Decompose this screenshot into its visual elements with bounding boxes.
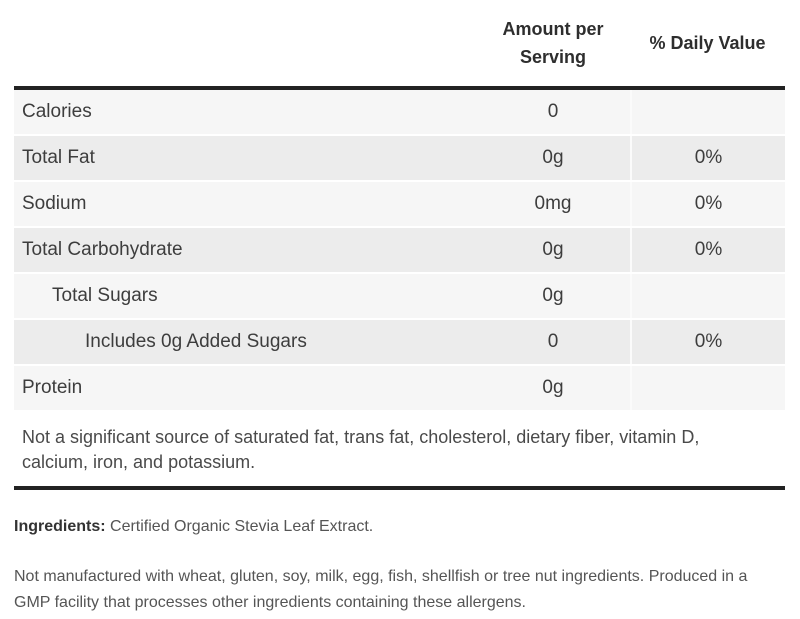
column-header-daily-value: % Daily Value bbox=[649, 32, 766, 53]
allergen-line2: GMP facility that processes other ingred… bbox=[14, 594, 526, 611]
table-row-total-carbohydrate: Total Carbohydrate 0g 0% bbox=[14, 228, 785, 272]
nutrition-facts-table: Amount per Serving % Daily Value Calorie… bbox=[14, 0, 785, 490]
nutrient-daily-value bbox=[630, 274, 785, 318]
nutrient-daily-value: 0% bbox=[630, 182, 785, 226]
allergen-statement: Not manufactured with wheat, gluten, soy… bbox=[14, 564, 790, 616]
nutrient-daily-value: 0% bbox=[630, 320, 785, 364]
nutrient-daily-value: 0% bbox=[630, 136, 785, 180]
nutrient-daily-value bbox=[630, 366, 785, 410]
ingredients-label: Ingredients: bbox=[14, 518, 106, 535]
nutrient-label: Total Fat bbox=[22, 147, 95, 168]
nutrient-amount: 0g bbox=[542, 285, 564, 306]
nutrient-amount: 0g bbox=[542, 239, 564, 260]
not-significant-source-note: Not a significant source of saturated fa… bbox=[14, 412, 785, 486]
nutrient-label: Total Sugars bbox=[52, 285, 158, 306]
table-row-protein: Protein 0g bbox=[14, 366, 785, 410]
nutrient-amount: 0 bbox=[547, 101, 559, 122]
nutrient-amount: 0g bbox=[542, 147, 564, 168]
table-header-row: Amount per Serving % Daily Value bbox=[14, 0, 785, 86]
nutrient-daily-value: 0% bbox=[630, 228, 785, 272]
table-row-total-fat: Total Fat 0g 0% bbox=[14, 136, 785, 180]
nutrient-amount: 0g bbox=[542, 377, 564, 398]
nutrient-amount: 0mg bbox=[534, 193, 572, 214]
footnote-line1: Not a significant source of saturated fa… bbox=[22, 427, 700, 447]
table-body: Calories 0 Total Fat 0g 0% Sodium 0mg 0%… bbox=[14, 86, 785, 490]
amount-header-line2: Serving bbox=[519, 47, 587, 67]
footnote-line2: calcium, iron, and potassium. bbox=[22, 452, 256, 472]
column-header-amount-per-serving: Amount per Serving bbox=[476, 15, 630, 71]
nutrient-daily-value bbox=[630, 90, 785, 134]
nutrient-label: Includes 0g Added Sugars bbox=[85, 331, 307, 352]
nutrient-rows: Calories 0 Total Fat 0g 0% Sodium 0mg 0%… bbox=[14, 90, 785, 410]
ingredients-paragraph: Ingredients: Certified Organic Stevia Le… bbox=[14, 516, 785, 538]
ingredients-text: Certified Organic Stevia Leaf Extract. bbox=[105, 518, 374, 535]
allergen-line1: Not manufactured with wheat, gluten, soy… bbox=[14, 568, 748, 585]
nutrient-label: Total Carbohydrate bbox=[22, 239, 183, 260]
nutrient-label: Protein bbox=[22, 377, 83, 398]
amount-header-line1: Amount per bbox=[502, 19, 604, 39]
table-row-sodium: Sodium 0mg 0% bbox=[14, 182, 785, 226]
nutrient-label: Sodium bbox=[22, 193, 87, 214]
table-row-calories: Calories 0 bbox=[14, 90, 785, 134]
nutrient-label: Calories bbox=[22, 101, 92, 122]
nutrient-amount: 0 bbox=[547, 331, 559, 352]
table-row-total-sugars: Total Sugars 0g bbox=[14, 274, 785, 318]
table-row-added-sugars: Includes 0g Added Sugars 0 0% bbox=[14, 320, 785, 364]
